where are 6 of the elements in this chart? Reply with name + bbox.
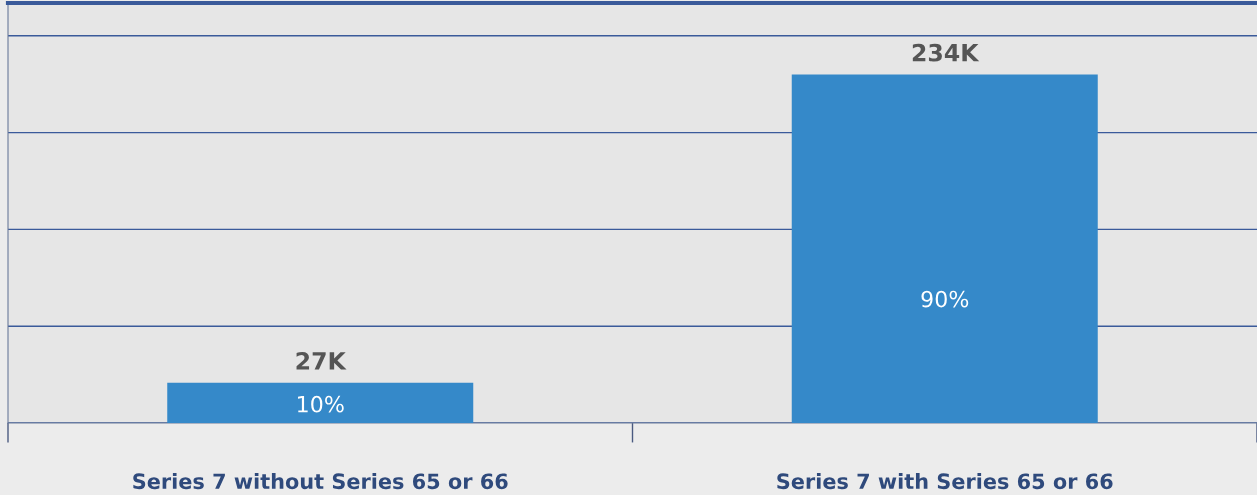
x-tick-label: Series 7 without Series 65 or 66 [133, 473, 508, 490]
annotation: 90% [921, 290, 969, 308]
annotation: 10% [297, 395, 344, 413]
data-label: 234K [912, 43, 980, 62]
data-label: 27K [296, 352, 347, 370]
x-tick-label: Series 7 with Series 65 or 66 [777, 473, 1113, 490]
